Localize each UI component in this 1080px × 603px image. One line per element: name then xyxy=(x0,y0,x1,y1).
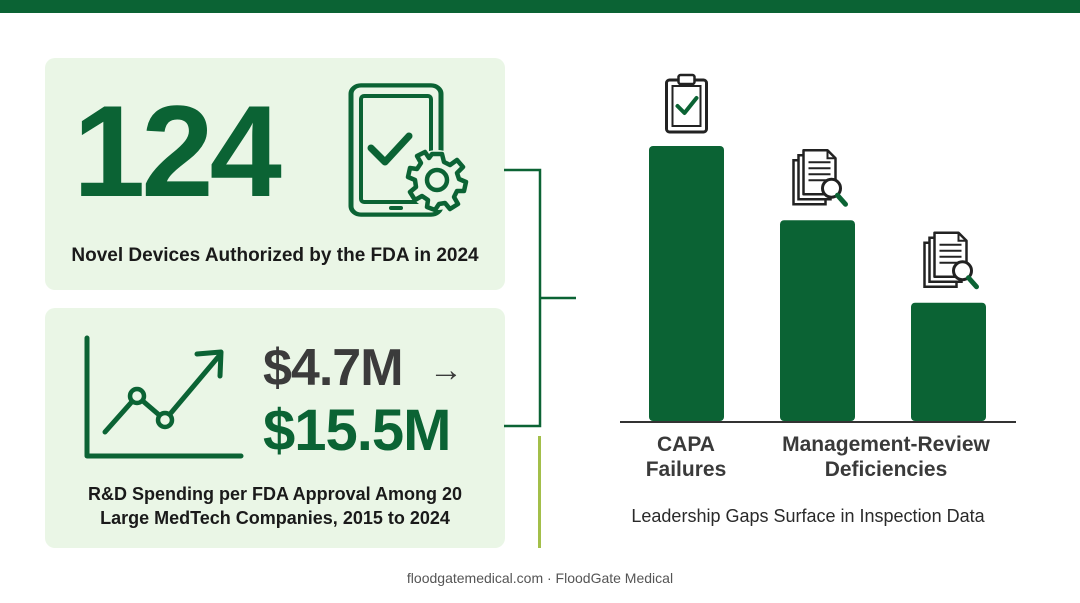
category-label-1-line-2: Deficiencies xyxy=(824,458,948,481)
category-label-0-line-2: Failures xyxy=(645,458,727,481)
stat-card-novel-devices: 124 Novel Devices Authorized by the FDA … xyxy=(45,58,505,290)
clipboard-check-icon xyxy=(665,73,708,134)
tablet-check-gear-icon xyxy=(348,83,469,217)
rd-spending-2024: $15.5M xyxy=(263,398,451,463)
category-label-1-line-1: Management-Review xyxy=(782,433,990,456)
bracket-connector xyxy=(504,168,576,428)
rd-spending-caption: R&D Spending per FDA Approval Among 20 L… xyxy=(45,482,505,530)
document-search-icon xyxy=(792,149,848,207)
bar-1 xyxy=(780,220,855,421)
bar-0 xyxy=(649,146,724,421)
rd-caption-line-2: Large MedTech Companies, 2015 to 2024 xyxy=(100,508,450,528)
bar-2 xyxy=(911,302,986,421)
footer-credit: floodgatemedical.com · FloodGate Medical xyxy=(406,570,674,586)
top-banner-bar xyxy=(0,0,1080,13)
trend-up-chart-icon xyxy=(84,335,244,459)
rd-spending-2015: $4.7M xyxy=(263,339,404,397)
category-label-0: CAPA Failures xyxy=(600,432,772,482)
category-label-0-line-1: CAPA xyxy=(657,433,715,456)
chart-caption: Leadership Gaps Surface in Inspection Da… xyxy=(631,506,985,526)
stat-card-rd-spending: $4.7M → $15.5M R&D Spending per FDA Appr… xyxy=(45,308,505,548)
rd-caption-line-1: R&D Spending per FDA Approval Among 20 xyxy=(87,484,463,504)
right-arrow-icon: → xyxy=(429,351,463,389)
category-label-1: Management-Review Deficiencies xyxy=(756,432,1016,482)
novel-devices-caption: Novel Devices Authorized by the FDA in 2… xyxy=(71,245,479,266)
document-search-icon xyxy=(923,231,979,290)
novel-devices-count: 124 xyxy=(73,78,282,224)
accent-divider xyxy=(538,436,541,548)
inspection-bar-chart xyxy=(620,73,1016,423)
